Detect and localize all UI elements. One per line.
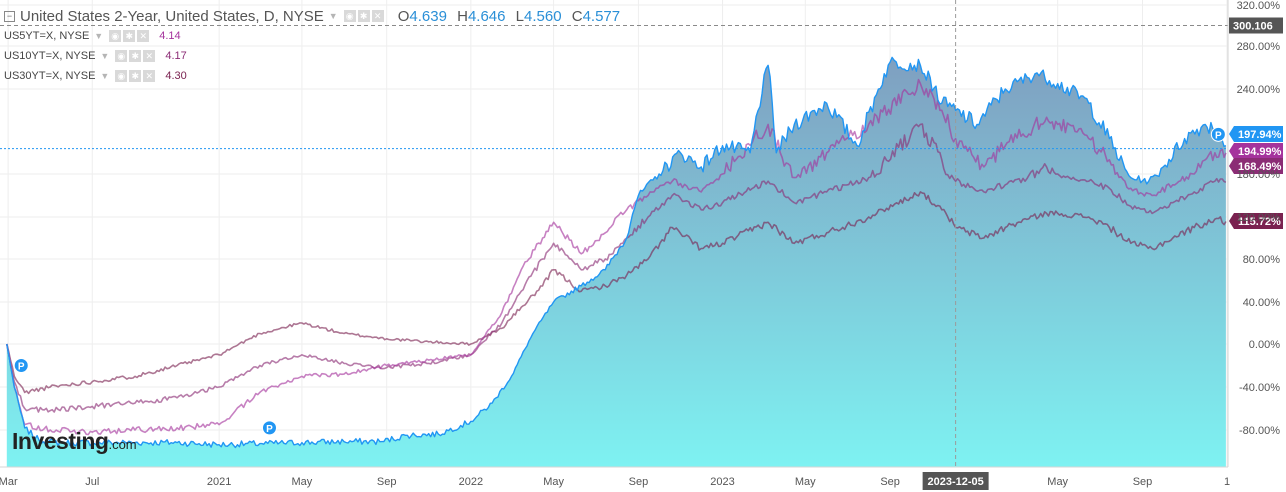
pin-letter: P — [1215, 130, 1222, 141]
legend-row-us5y: US5YT=X, NYSE ▼ ◉ ✱ ✕ 4.14 — [4, 26, 620, 46]
last-value-badge — [1229, 126, 1283, 142]
eye-icon[interactable]: ◉ — [343, 10, 356, 22]
low-value: 4.560 — [524, 7, 562, 25]
x-tick-label: Sep — [629, 476, 649, 488]
series-line-us5yt-x — [6, 78, 1227, 436]
y-tick-label: 280.00% — [1237, 41, 1281, 53]
series-lines — [6, 56, 1227, 449]
last-value-label: 197.94% — [1238, 129, 1282, 141]
x-tick-label: Sep — [880, 476, 900, 488]
high-value: 4.646 — [467, 7, 506, 25]
close-value: 4.577 — [582, 7, 621, 25]
x-tick-label: 2022 — [459, 476, 483, 488]
x-tick-label: Sep — [1133, 476, 1153, 488]
price-level-badge — [1229, 17, 1283, 34]
eye-icon[interactable]: ◉ — [115, 70, 128, 82]
pin-circle — [261, 420, 277, 436]
x-tick-label: May — [543, 476, 564, 488]
open-value: 4.639 — [409, 7, 447, 25]
pin-circle — [1210, 126, 1226, 142]
price-level-label: 300.106 — [1233, 21, 1273, 33]
x-tick-label: May — [1047, 476, 1068, 488]
x-tick-label: May — [795, 476, 816, 488]
chevron-down-icon[interactable]: ▼ — [100, 51, 110, 61]
gear-icon[interactable]: ✱ — [129, 50, 142, 62]
close-icon[interactable]: ✕ — [371, 10, 384, 22]
last-value-label: 194.99% — [1238, 146, 1282, 158]
chevron-down-icon[interactable]: ▼ — [328, 11, 338, 21]
chart-legend: − United States 2-Year, United States, D… — [4, 6, 620, 86]
brand-name: Investing — [12, 428, 109, 454]
x-tick-label: May — [292, 476, 313, 488]
brand-suffix: .com — [108, 437, 137, 452]
gear-icon[interactable]: ✱ — [123, 30, 136, 42]
chevron-down-icon[interactable]: ▼ — [100, 71, 110, 81]
x-tick-label: Mar — [0, 476, 18, 488]
chevron-down-icon[interactable]: ▼ — [94, 31, 104, 41]
eye-icon[interactable]: ◉ — [115, 50, 128, 62]
legend-row-us30y: US30YT=X, NYSE ▼ ◉ ✱ ✕ 4.30 — [4, 66, 620, 86]
last-value-label: 168.49% — [1238, 161, 1282, 173]
last-value-badge — [1229, 158, 1283, 174]
open-key: O — [397, 7, 410, 25]
gear-icon[interactable]: ✱ — [357, 10, 370, 22]
last-value-badge — [1229, 213, 1283, 229]
legend-row-us10y: US10YT=X, NYSE ▼ ◉ ✱ ✕ 4.17 — [4, 46, 620, 66]
pin-letter: P — [18, 362, 25, 373]
close-icon[interactable]: ✕ — [143, 70, 156, 82]
position-pin-icon[interactable]: P — [261, 420, 277, 436]
x-tick-label: 2021 — [207, 476, 231, 488]
x-tick-label: Jul — [85, 476, 99, 488]
series-line-us10yt-x — [6, 123, 1227, 413]
crosshair-date-label: 2023-12-05 — [927, 476, 983, 488]
legend-main-row: − United States 2-Year, United States, D… — [4, 6, 620, 26]
low-key: L — [515, 7, 524, 25]
close-icon[interactable]: ✕ — [143, 50, 156, 62]
x-tick-label: 1 — [1224, 476, 1230, 488]
position-pin-icon[interactable]: P — [13, 358, 29, 373]
comparison-label: US30YT=X, NYSE — [4, 70, 96, 82]
investing-logo: Investing.com — [12, 428, 137, 455]
y-tick-label: 40.00% — [1243, 297, 1281, 309]
main-series-label: United States 2-Year, United States, D, … — [20, 7, 324, 25]
y-tick-label: -80.00% — [1239, 425, 1280, 437]
last-value-badge — [1229, 143, 1283, 159]
close-icon[interactable]: ✕ — [137, 30, 150, 42]
series-line-us2y — [6, 56, 1227, 449]
x-tick-label: 2023 — [710, 476, 734, 488]
position-pin-icon[interactable]: P — [1210, 126, 1226, 142]
last-value-label: 115.72% — [1238, 216, 1281, 228]
comparison-value: 4.14 — [159, 30, 181, 42]
pin-circle — [13, 358, 29, 373]
crosshair-date-badge — [922, 472, 989, 490]
close-key: C — [571, 7, 583, 25]
main-area — [6, 57, 1226, 468]
y-tick-label: 80.00% — [1243, 254, 1281, 266]
x-tick-label: Sep — [377, 476, 397, 488]
high-key: H — [457, 7, 468, 25]
y-tick-label: 320.00% — [1237, 0, 1281, 12]
gear-icon[interactable]: ✱ — [129, 70, 142, 82]
series-line-us30yt-x — [6, 191, 1227, 395]
y-tick-label: 180.00% — [1237, 169, 1281, 181]
comparison-label: US5YT=X, NYSE — [4, 30, 90, 42]
comparison-label: US10YT=X, NYSE — [4, 50, 96, 62]
y-tick-label: -40.00% — [1239, 382, 1280, 394]
pin-letter: P — [266, 424, 273, 435]
comparison-value: 4.30 — [165, 70, 187, 82]
comparison-value: 4.17 — [165, 50, 187, 62]
y-tick-label: 0.00% — [1249, 339, 1280, 351]
eye-icon[interactable]: ◉ — [109, 30, 122, 42]
main-area-fill — [6, 57, 1226, 468]
ohlc-values: O4.639 H4.646 L4.560 C4.577 — [392, 8, 620, 25]
y-tick-label: 120.00% — [1237, 212, 1281, 224]
minus-box-icon[interactable]: − — [4, 10, 15, 22]
y-tick-label: 240.00% — [1237, 84, 1281, 96]
